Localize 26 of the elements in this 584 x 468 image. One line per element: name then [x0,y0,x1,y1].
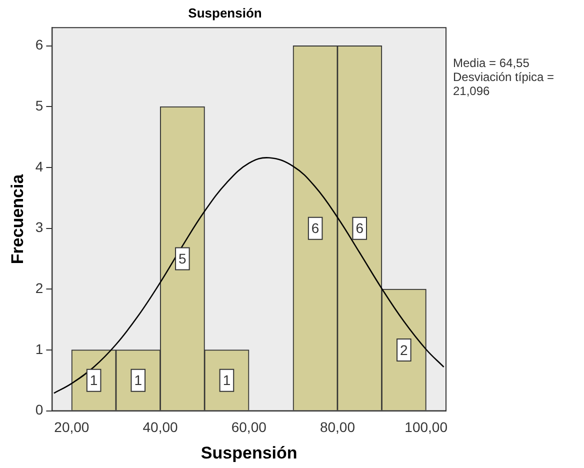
data-label: 2 [400,342,408,358]
y-tick-label: 0 [35,402,44,418]
x-tick-label: 20,00 [54,419,90,436]
data-label: 1 [90,372,98,388]
text: Media = 64,55 [453,56,530,70]
y-tick-label: 3 [35,219,44,236]
x-tick-label: 80,00 [320,419,356,436]
chart-title: Suspensión [188,5,262,20]
x-tick-label: 100,00 [404,419,448,436]
data-label: 5 [178,250,187,267]
line-series [53,157,444,394]
x-tick-label: 60,00 [231,419,267,436]
y-tick-label: 4 [35,158,44,174]
y-tick-label: 6 [35,36,44,53]
x-tick-label: 40,00 [142,419,178,436]
y-tick-label: 1 [35,340,44,357]
y-tick-label: 2 [35,280,44,296]
data-label: 6 [311,220,320,236]
x-axis-title: Suspensión [200,443,298,462]
text: Desviación típica = [453,70,554,84]
data-label: 1 [134,372,142,388]
text: 21,096 [453,84,490,98]
data-label: 1 [222,372,231,388]
y-axis-title: Frecuencia [8,174,27,264]
data-label: 6 [356,220,364,236]
y-tick-label: 5 [35,98,44,114]
